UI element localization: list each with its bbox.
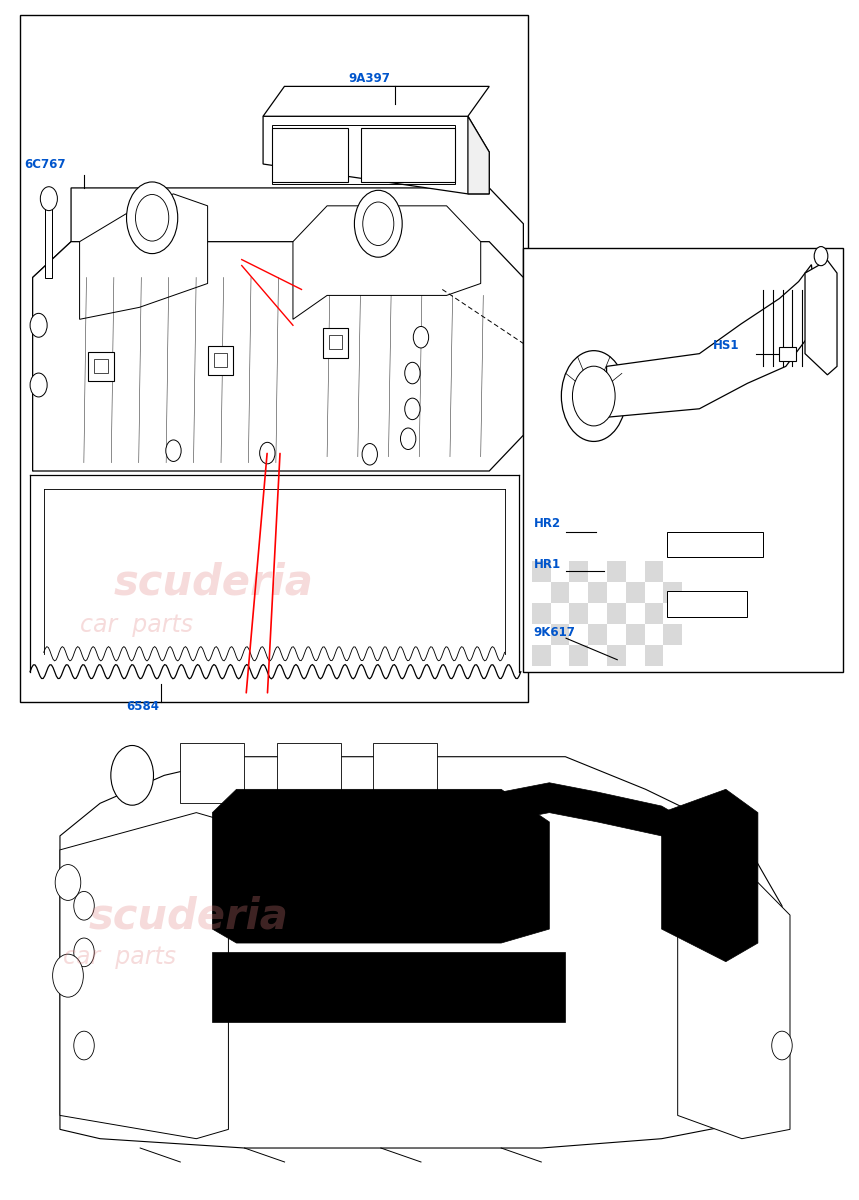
Bar: [626, 624, 644, 644]
Bar: [214, 353, 228, 367]
Polygon shape: [60, 757, 782, 1148]
Polygon shape: [212, 790, 549, 943]
Bar: [88, 352, 113, 382]
Bar: [323, 328, 349, 358]
Circle shape: [405, 362, 420, 384]
Text: scuderia: scuderia: [113, 562, 314, 604]
Circle shape: [259, 443, 275, 464]
Circle shape: [30, 313, 47, 337]
Bar: [532, 644, 551, 666]
Polygon shape: [263, 86, 490, 116]
Text: scuderia: scuderia: [88, 895, 288, 937]
Bar: [523, 247, 844, 672]
Circle shape: [362, 202, 393, 246]
Polygon shape: [60, 812, 228, 1139]
Bar: [644, 560, 663, 582]
Circle shape: [814, 246, 828, 265]
Polygon shape: [263, 116, 490, 194]
Polygon shape: [501, 782, 702, 859]
Text: 6C767: 6C767: [24, 157, 65, 170]
Circle shape: [74, 892, 94, 920]
Circle shape: [166, 440, 181, 462]
Bar: [607, 644, 626, 666]
Text: HS1: HS1: [713, 340, 740, 352]
Circle shape: [126, 182, 178, 253]
Circle shape: [355, 191, 402, 257]
Bar: [329, 335, 343, 349]
Text: car  parts: car parts: [63, 946, 175, 970]
Circle shape: [111, 745, 154, 805]
Circle shape: [413, 326, 429, 348]
Polygon shape: [277, 743, 341, 803]
Polygon shape: [373, 743, 437, 803]
Circle shape: [40, 187, 58, 211]
Circle shape: [52, 954, 83, 997]
Bar: [94, 359, 107, 373]
Bar: [626, 582, 644, 602]
Text: 9A397: 9A397: [349, 72, 390, 85]
Bar: [607, 560, 626, 582]
Bar: [570, 644, 588, 666]
Polygon shape: [805, 260, 837, 374]
Text: car  parts: car parts: [80, 613, 192, 637]
Polygon shape: [212, 953, 565, 1022]
Circle shape: [74, 938, 94, 967]
Polygon shape: [180, 743, 245, 803]
Bar: [663, 582, 682, 602]
Circle shape: [405, 398, 420, 420]
Polygon shape: [71, 188, 523, 277]
Bar: [570, 602, 588, 624]
Bar: [551, 582, 570, 602]
Bar: [779, 347, 796, 361]
Polygon shape: [468, 116, 490, 194]
Bar: [20, 14, 527, 702]
Bar: [607, 602, 626, 624]
Polygon shape: [46, 206, 52, 277]
Circle shape: [362, 444, 377, 466]
Polygon shape: [33, 241, 71, 472]
Circle shape: [136, 194, 168, 241]
Circle shape: [572, 366, 615, 426]
Polygon shape: [667, 592, 747, 617]
Bar: [271, 125, 455, 185]
Polygon shape: [667, 532, 764, 557]
Bar: [362, 128, 455, 182]
Polygon shape: [80, 194, 208, 319]
Polygon shape: [661, 790, 758, 961]
Polygon shape: [33, 241, 523, 472]
Bar: [532, 560, 551, 582]
Bar: [570, 560, 588, 582]
Circle shape: [562, 350, 626, 442]
Bar: [271, 128, 349, 182]
Bar: [532, 602, 551, 624]
Circle shape: [400, 428, 416, 450]
Circle shape: [55, 864, 81, 900]
Bar: [644, 602, 663, 624]
Text: HR1: HR1: [533, 558, 561, 571]
Text: 6584: 6584: [126, 700, 160, 713]
Text: 9K617: 9K617: [533, 626, 576, 638]
Polygon shape: [678, 882, 790, 1139]
Bar: [644, 644, 663, 666]
Bar: [208, 346, 233, 376]
Circle shape: [74, 1031, 94, 1060]
Polygon shape: [606, 265, 818, 418]
Circle shape: [30, 373, 47, 397]
Polygon shape: [293, 206, 481, 319]
Circle shape: [771, 1031, 792, 1060]
Text: HR2: HR2: [533, 517, 561, 530]
Bar: [551, 624, 570, 644]
Bar: [588, 624, 607, 644]
Bar: [588, 582, 607, 602]
Bar: [663, 624, 682, 644]
